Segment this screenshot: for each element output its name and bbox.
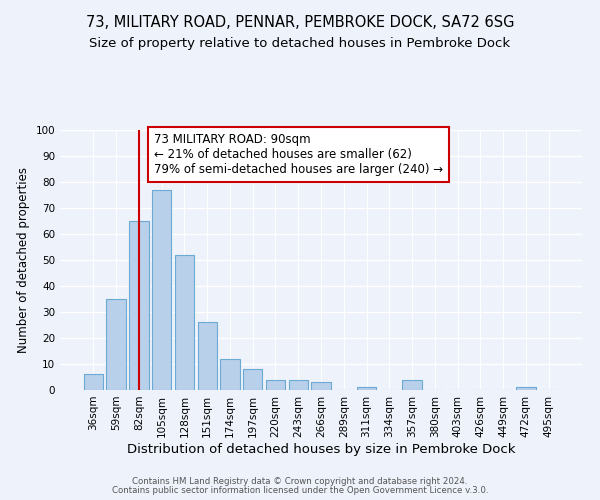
Text: Contains public sector information licensed under the Open Government Licence v.: Contains public sector information licen… (112, 486, 488, 495)
Text: Contains HM Land Registry data © Crown copyright and database right 2024.: Contains HM Land Registry data © Crown c… (132, 477, 468, 486)
Y-axis label: Number of detached properties: Number of detached properties (17, 167, 30, 353)
Bar (152, 190, 172, 390)
Bar (220, 359, 239, 390)
Bar (357, 388, 376, 390)
Bar (175, 255, 194, 390)
Bar (311, 382, 331, 390)
X-axis label: Distribution of detached houses by size in Pembroke Dock: Distribution of detached houses by size … (127, 442, 515, 456)
Bar (243, 369, 262, 390)
Text: 73 MILITARY ROAD: 90sqm
← 21% of detached houses are smaller (62)
79% of semi-de: 73 MILITARY ROAD: 90sqm ← 21% of detache… (154, 132, 443, 176)
Bar (106, 299, 126, 390)
Text: 73, MILITARY ROAD, PENNAR, PEMBROKE DOCK, SA72 6SG: 73, MILITARY ROAD, PENNAR, PEMBROKE DOCK… (86, 15, 514, 30)
Bar (129, 221, 149, 390)
Bar (266, 380, 285, 390)
Bar (516, 388, 536, 390)
Bar (403, 380, 422, 390)
Bar (197, 322, 217, 390)
Bar (84, 374, 103, 390)
Text: Size of property relative to detached houses in Pembroke Dock: Size of property relative to detached ho… (89, 38, 511, 51)
Bar (289, 380, 308, 390)
